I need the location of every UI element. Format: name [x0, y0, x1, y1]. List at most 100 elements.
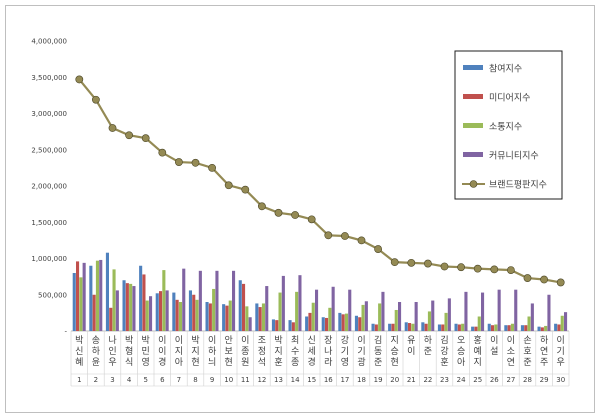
bar — [195, 299, 199, 331]
bar — [212, 288, 216, 331]
bar — [560, 315, 564, 331]
bar — [308, 312, 312, 332]
line-point — [108, 124, 117, 132]
legend-label: 브랜드평판지수 — [489, 180, 547, 191]
bar — [344, 313, 348, 331]
rank-label: 25 — [473, 376, 482, 384]
bar — [162, 270, 166, 331]
bar — [149, 296, 153, 331]
bar — [155, 293, 159, 331]
bar — [315, 289, 319, 331]
bar — [411, 323, 415, 331]
bar — [79, 277, 83, 331]
bar — [265, 286, 269, 331]
line-point — [241, 185, 250, 194]
line-point — [307, 215, 316, 224]
bar — [504, 325, 508, 331]
bar — [427, 311, 431, 331]
rank-label: 21 — [407, 376, 416, 384]
bar — [248, 317, 252, 331]
rank-label: 23 — [440, 376, 449, 384]
rank-label: 3 — [110, 376, 114, 384]
bar — [378, 303, 382, 331]
bar — [255, 303, 259, 331]
bar — [341, 314, 345, 331]
bar — [311, 302, 315, 331]
bar — [477, 316, 481, 331]
line-point — [523, 274, 532, 282]
bar — [338, 312, 342, 332]
bar — [278, 292, 282, 331]
bar — [245, 306, 249, 331]
line-point — [224, 181, 233, 190]
y-tick-label: 3,000,000 — [31, 110, 67, 118]
bar — [115, 290, 119, 331]
rank-label: 6 — [160, 376, 165, 384]
bar — [298, 275, 302, 331]
bar — [109, 307, 113, 331]
line-point — [374, 245, 382, 253]
bar — [205, 302, 209, 331]
line-point — [340, 232, 349, 240]
bar — [178, 302, 182, 331]
bar — [76, 261, 80, 331]
bar — [454, 323, 458, 331]
bar — [188, 290, 192, 331]
bar — [391, 323, 395, 331]
bar — [354, 315, 358, 331]
bar — [305, 316, 309, 331]
bar — [182, 268, 186, 331]
bar — [165, 290, 169, 331]
bar — [358, 317, 362, 331]
bar — [361, 304, 365, 331]
rank-label: 30 — [556, 376, 565, 384]
line-point — [274, 208, 283, 217]
line-point — [357, 236, 366, 245]
bar — [328, 307, 332, 331]
bar — [125, 283, 129, 331]
rank-label: 29 — [540, 376, 549, 384]
bar — [228, 300, 232, 331]
rank-label: 8 — [193, 376, 197, 384]
bar — [464, 291, 468, 331]
rank-label: 1 — [77, 376, 81, 384]
rank-label: 11 — [241, 376, 250, 384]
rank-label: 7 — [177, 376, 181, 384]
bar — [281, 275, 285, 331]
bar — [321, 317, 325, 331]
bar — [242, 283, 246, 332]
bar — [537, 326, 541, 331]
line-point — [423, 259, 432, 268]
line-point — [125, 131, 134, 140]
bar — [444, 312, 448, 332]
rank-label: 18 — [357, 376, 366, 384]
bar — [481, 292, 485, 331]
bar — [122, 280, 126, 331]
bar — [89, 265, 93, 331]
bar — [232, 270, 236, 331]
bar — [271, 319, 275, 331]
rank-label: 19 — [374, 376, 383, 384]
bar — [82, 262, 86, 331]
bar — [530, 303, 534, 331]
bar — [95, 260, 99, 331]
bar — [520, 325, 524, 331]
bar — [72, 273, 76, 331]
